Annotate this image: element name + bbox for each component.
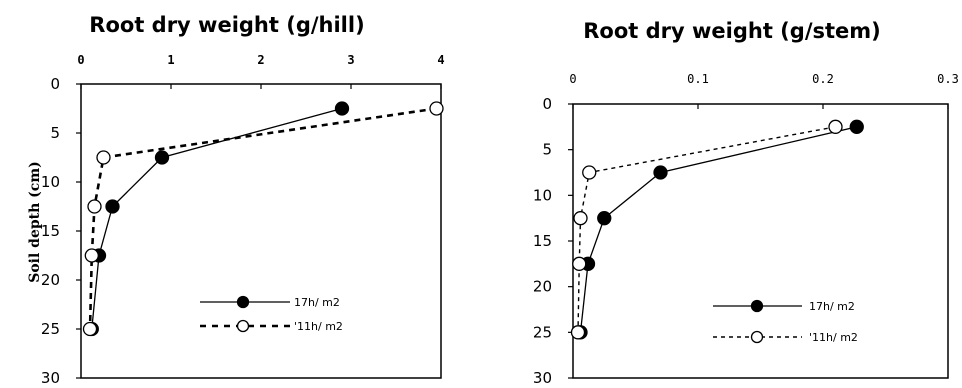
data-point-17h xyxy=(653,165,668,180)
data-point-11h xyxy=(582,165,597,180)
y-tick-label: 15 xyxy=(41,222,60,240)
legend-marker-11h xyxy=(236,319,250,333)
y-tick-label: 15 xyxy=(533,232,552,250)
legend-label-17h: 17h/ m2 xyxy=(809,300,855,313)
legend-label-11h: '11h/ m2 xyxy=(294,320,343,333)
data-point-11h xyxy=(572,256,587,271)
data-point-11h xyxy=(96,150,111,165)
chart-left: 0 1 2 3 4 0 5 10 15 20 25 30 17h/ m2 '11h/ m2 xyxy=(41,53,445,387)
chart-title-right: Root dry weight (g/stem) xyxy=(583,19,881,43)
chart-right: 0 0.1 0.2 0.3 0 5 10 15 20 25 30 17h/ m2 '11h/ m2 xyxy=(533,72,959,387)
data-point-11h xyxy=(429,101,444,116)
y-tick-label: 20 xyxy=(41,271,60,289)
x-tick-label: 0.3 xyxy=(937,72,959,86)
y-tick-label: 5 xyxy=(50,124,60,142)
y-axis-label: Soil depth (cm) xyxy=(27,161,43,283)
data-point-11h xyxy=(87,199,102,214)
x-tick-label: 4 xyxy=(437,53,444,67)
series-line-11h xyxy=(577,126,836,333)
legend-marker-17h xyxy=(236,295,250,309)
y-tick-label: 25 xyxy=(533,323,552,341)
data-point-11h xyxy=(82,321,98,337)
legend-marker-17h xyxy=(750,299,764,313)
data-point-11h xyxy=(570,325,586,340)
y-tick-label: 5 xyxy=(542,141,552,159)
chart-title-left: Root dry weight (g/hill) xyxy=(89,13,364,37)
y-tick-label: 0 xyxy=(50,75,60,93)
y-tick-label: 30 xyxy=(41,369,60,387)
data-point-11h xyxy=(84,248,99,263)
y-tick-label: 25 xyxy=(41,320,60,338)
y-tick-label: 10 xyxy=(533,186,552,204)
data-point-11h xyxy=(573,211,588,226)
data-point-17h xyxy=(105,199,120,214)
data-point-17h xyxy=(849,119,864,134)
x-tick-label: 0 xyxy=(77,53,84,67)
y-tick-label: 20 xyxy=(533,278,552,296)
data-point-17h xyxy=(597,211,612,226)
legend-label-17h: 17h/ m2 xyxy=(294,296,340,309)
x-tick-label: 0 xyxy=(569,72,576,86)
data-point-17h xyxy=(334,101,350,116)
y-tick-label: 10 xyxy=(41,173,60,191)
plot-frame-left xyxy=(80,83,442,379)
x-tick-label: 0.1 xyxy=(687,72,709,86)
series-line-11h xyxy=(88,107,437,330)
x-tick-label: 1 xyxy=(167,53,174,67)
data-point-11h xyxy=(828,119,843,134)
x-tick-label: 3 xyxy=(347,53,354,67)
x-tick-label: 0.2 xyxy=(812,72,834,86)
y-tick-label: 30 xyxy=(533,369,552,387)
y-tick-label: 0 xyxy=(542,95,552,113)
legend-label-11h: '11h/ m2 xyxy=(809,331,858,344)
data-point-17h xyxy=(154,150,170,165)
x-tick-label: 2 xyxy=(257,53,264,67)
legend-marker-11h xyxy=(750,330,764,344)
